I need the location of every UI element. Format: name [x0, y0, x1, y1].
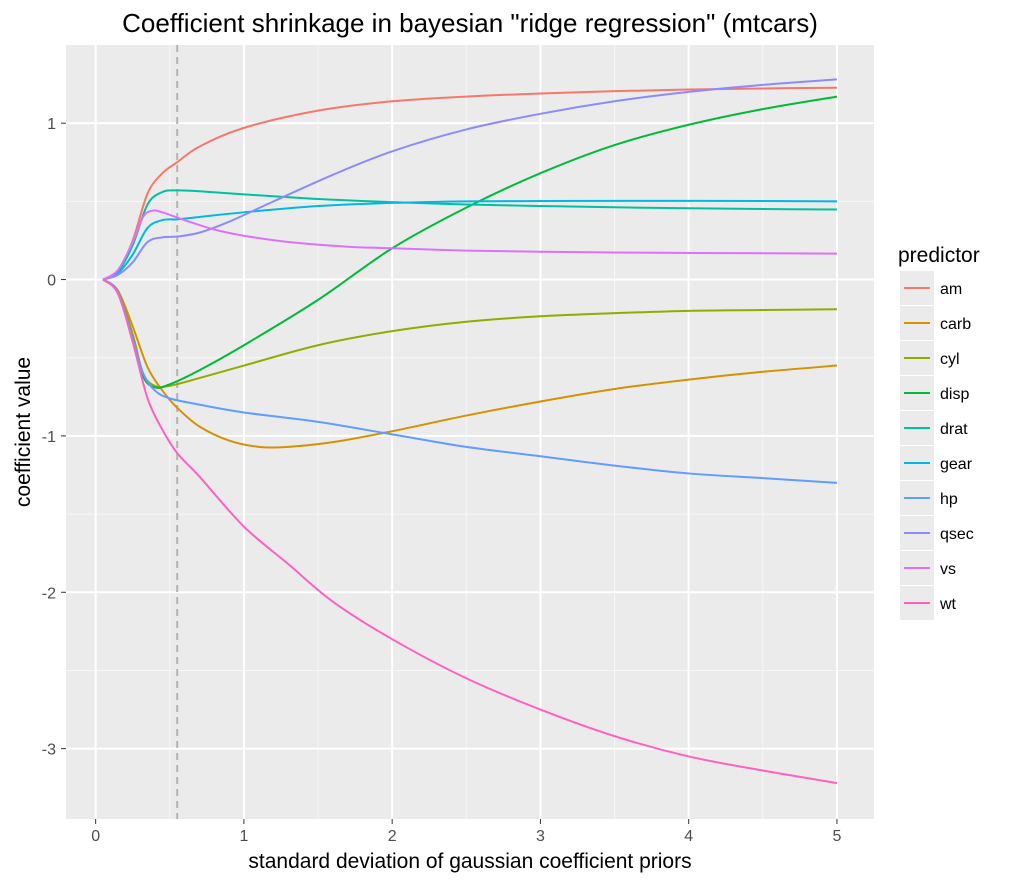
y-axis-ticks: 1 0 -1 -2 -3 — [42, 116, 66, 759]
legend: predictor am carb cyl disp drat gear hp qsec vs w… — [898, 244, 980, 620]
legend-title: predictor — [898, 244, 980, 267]
legend-label-qsec: qsec — [940, 526, 974, 543]
series-line-wt — [102, 278, 838, 785]
series-line-qsec — [102, 78, 838, 281]
legend-label-am: am — [940, 281, 962, 298]
y-tick-label: 1 — [47, 116, 56, 133]
plot-panel — [66, 45, 874, 819]
y-tick-label: -1 — [42, 429, 56, 446]
legend-label-drat: drat — [940, 421, 968, 438]
x-tick-label: 4 — [684, 828, 693, 845]
x-tick-label: 3 — [536, 828, 545, 845]
x-tick-label: 1 — [239, 828, 248, 845]
x-axis-ticks: 0 1 2 3 4 5 — [91, 819, 841, 845]
y-tick-label: -3 — [42, 742, 56, 759]
legend-label-vs: vs — [940, 561, 956, 578]
series-line-vs — [102, 209, 837, 281]
x-tick-label: 5 — [832, 828, 841, 845]
legend-label-hp: hp — [940, 491, 958, 508]
series-line-gear — [102, 199, 837, 281]
x-axis-title: standard deviation of gaussian coefficie… — [248, 850, 691, 873]
x-tick-label: 0 — [91, 828, 100, 845]
legend-label-wt: wt — [939, 596, 957, 613]
chart-title: Coefficient shrinkage in bayesian "ridge… — [122, 8, 818, 38]
series-line-am — [102, 86, 837, 281]
legend-label-disp: disp — [940, 386, 969, 403]
series-line-hp — [102, 278, 838, 484]
y-axis-title: coefficient value — [12, 357, 35, 507]
legend-label-cyl: cyl — [940, 351, 960, 368]
y-tick-label: 0 — [47, 273, 56, 290]
series-lines — [102, 78, 838, 785]
y-tick-label: -2 — [42, 585, 56, 602]
legend-label-carb: carb — [940, 316, 971, 333]
x-tick-label: 2 — [388, 828, 397, 845]
major-gridlines — [66, 45, 874, 819]
legend-label-gear: gear — [940, 456, 973, 473]
series-line-carb — [102, 278, 838, 449]
